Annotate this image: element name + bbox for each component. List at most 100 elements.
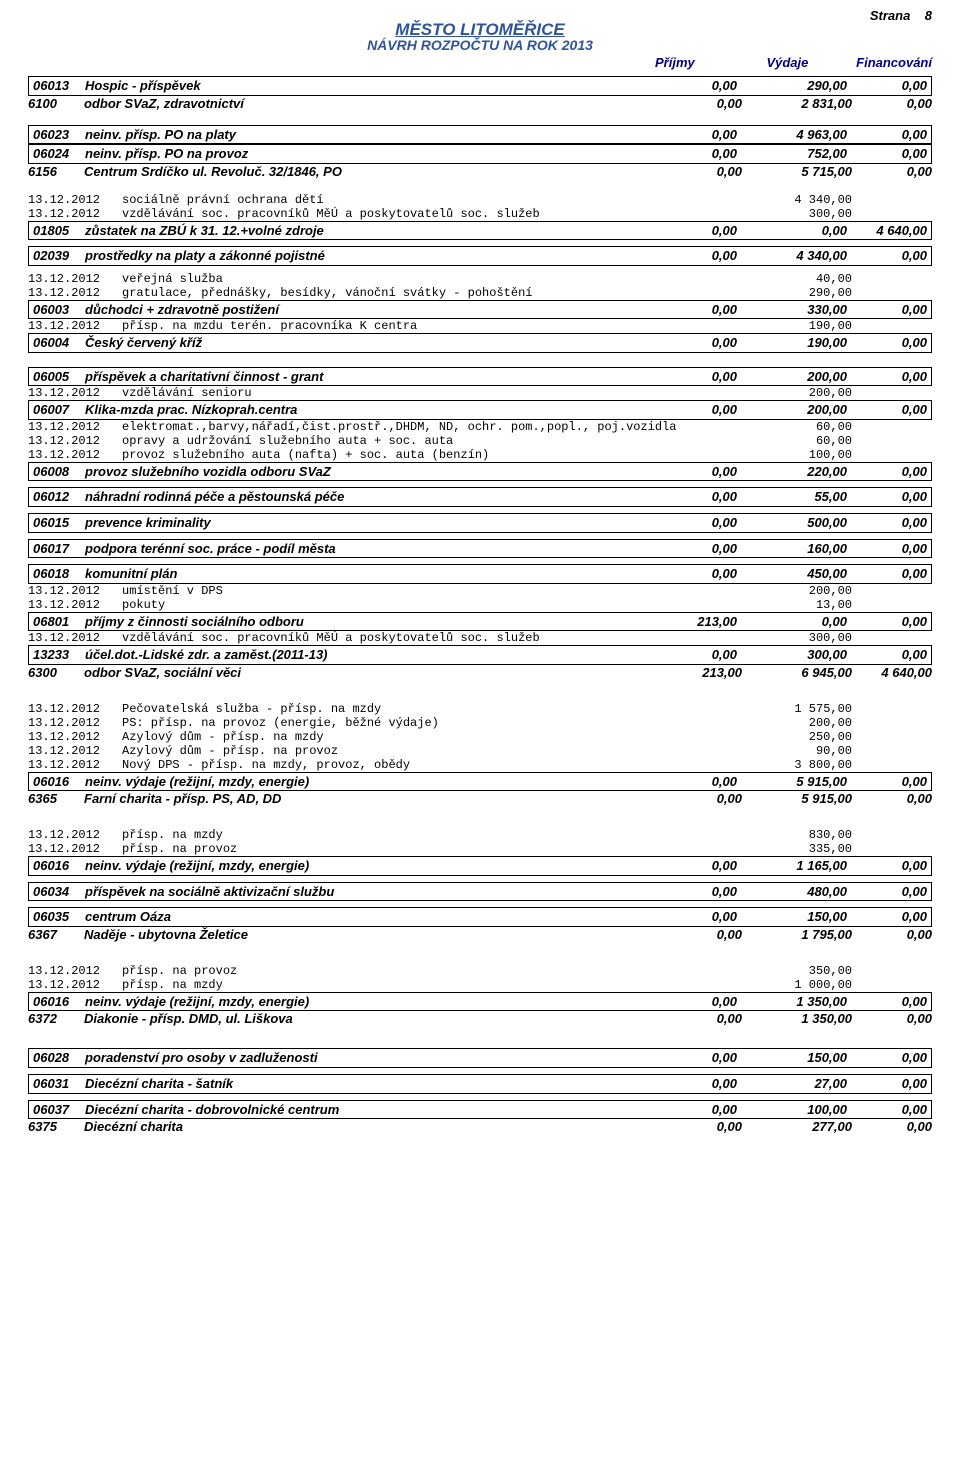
- note-date: 13.12.2012: [28, 386, 122, 400]
- note-date: 13.12.2012: [28, 828, 122, 842]
- v-prijmy: 0,00: [627, 77, 737, 95]
- note-date: 13.12.2012: [28, 584, 122, 598]
- note-text: přísp. na mzdu terén. pracovníka K centr…: [122, 319, 742, 333]
- v-prijmy: 0,00: [627, 334, 737, 352]
- budget-line-06034: 06034 příspěvek na sociálně aktivizační …: [28, 882, 932, 902]
- note-line: 13.12.2012 Azylový dům - přísp. na mzdy …: [28, 730, 932, 744]
- v-fin: 0,00: [852, 791, 932, 806]
- code: 06031: [33, 1075, 85, 1093]
- v-fin: 0,00: [847, 334, 927, 352]
- code: 6156: [28, 164, 84, 179]
- note-date: 13.12.2012: [28, 964, 122, 978]
- v-vydaje: 480,00: [737, 883, 847, 901]
- budget-line-06801: 06801 příjmy z činnosti sociálního odbor…: [28, 612, 932, 632]
- v-vydaje: 0,00: [737, 222, 847, 240]
- v-vydaje: 752,00: [737, 145, 847, 163]
- note-line: 13.12.2012 pokuty 13,00: [28, 598, 932, 612]
- note-val: 290,00: [742, 286, 852, 300]
- v-fin: 0,00: [847, 77, 927, 95]
- budget-line-06016b: 06016 neinv. výdaje (režijní, mzdy, ener…: [28, 856, 932, 876]
- v-fin: 4 640,00: [847, 222, 927, 240]
- v-vydaje: 200,00: [737, 401, 847, 419]
- note-line: 13.12.2012 veřejná služba 40,00: [28, 272, 932, 286]
- label: Český červený kříž: [85, 334, 627, 352]
- code: 02039: [33, 247, 85, 265]
- note-val: 300,00: [742, 207, 852, 221]
- note-date: 13.12.2012: [28, 842, 122, 856]
- code: 6365: [28, 791, 84, 806]
- budget-line-06008: 06008 provoz služebního vozidla odboru S…: [28, 462, 932, 482]
- v-prijmy: 0,00: [627, 1049, 737, 1067]
- budget-line-06003: 06003 důchodci + zdravotně postižení 0,0…: [28, 300, 932, 320]
- v-vydaje: 150,00: [737, 1049, 847, 1067]
- note-val: 3 800,00: [742, 758, 852, 772]
- note-date: 13.12.2012: [28, 758, 122, 772]
- note-val: 250,00: [742, 730, 852, 744]
- v-vydaje: 100,00: [737, 1101, 847, 1119]
- v-vydaje: 6 945,00: [742, 665, 852, 680]
- note-text: přísp. na provoz: [122, 842, 742, 856]
- code: 06018: [33, 565, 85, 583]
- v-vydaje: 2 831,00: [742, 96, 852, 111]
- v-vydaje: 190,00: [737, 334, 847, 352]
- note-val: 335,00: [742, 842, 852, 856]
- label: příspěvek na sociálně aktivizační službu: [85, 883, 627, 901]
- section-total-6375: 6375 Diecézní charita 0,00 277,00 0,00: [28, 1119, 932, 1134]
- note-text: PS: přísp. na provoz (energie, běžné výd…: [122, 716, 742, 730]
- v-prijmy: 0,00: [627, 488, 737, 506]
- budget-line-06031: 06031 Diecézní charita - šatník 0,00 27,…: [28, 1074, 932, 1094]
- note-date: 13.12.2012: [28, 193, 122, 207]
- note-text: provoz služebního auta (nafta) + soc. au…: [122, 448, 742, 462]
- note-line: 13.12.2012 PS: přísp. na provoz (energie…: [28, 716, 932, 730]
- v-fin: 0,00: [852, 164, 932, 179]
- note-line: 13.12.2012 gratulace, přednášky, besídky…: [28, 286, 932, 300]
- v-vydaje: 0,00: [737, 613, 847, 631]
- note-val: 200,00: [742, 716, 852, 730]
- v-prijmy: 0,00: [627, 145, 737, 163]
- label: provoz služebního vozidla odboru SVaZ: [85, 463, 627, 481]
- code: 06024: [33, 145, 85, 163]
- col-prijmy: Příjmy: [555, 55, 695, 70]
- note-line: 13.12.2012 umístění v DPS 200,00: [28, 584, 932, 598]
- v-fin: 0,00: [847, 565, 927, 583]
- v-vydaje: 290,00: [737, 77, 847, 95]
- code: 6375: [28, 1119, 84, 1134]
- note-val: 1 000,00: [742, 978, 852, 992]
- note-date: 13.12.2012: [28, 744, 122, 758]
- label: Naděje - ubytovna Želetice: [84, 927, 632, 942]
- v-vydaje: 300,00: [737, 646, 847, 664]
- code: 01805: [33, 222, 85, 240]
- label: neinv. výdaje (režijní, mzdy, energie): [85, 773, 627, 791]
- label: neinv. výdaje (režijní, mzdy, energie): [85, 993, 627, 1011]
- v-prijmy: 213,00: [632, 665, 742, 680]
- code: 06034: [33, 883, 85, 901]
- note-val: 90,00: [742, 744, 852, 758]
- v-vydaje: 5 915,00: [737, 773, 847, 791]
- v-vydaje: 1 165,00: [737, 857, 847, 875]
- v-fin: 0,00: [847, 908, 927, 926]
- budget-line-06013: 06013 Hospic - příspěvek 0,00 290,00 0,0…: [28, 76, 932, 96]
- label: podpora terénní soc. práce - podíl města: [85, 540, 627, 558]
- note-val: 300,00: [742, 631, 852, 645]
- code: 06007: [33, 401, 85, 419]
- budget-line-01805: 01805 zůstatek na ZBÚ k 31. 12.+volné zd…: [28, 221, 932, 241]
- budget-line-06024: 06024 neinv. přísp. PO na provoz 0,00 75…: [28, 144, 932, 164]
- v-fin: 0,00: [847, 145, 927, 163]
- note-val: 40,00: [742, 272, 852, 286]
- code: 13233: [33, 646, 85, 664]
- label: Diecézní charita - dobrovolnické centrum: [85, 1101, 627, 1119]
- v-vydaje: 1 795,00: [742, 927, 852, 942]
- v-prijmy: 0,00: [627, 857, 737, 875]
- label: neinv. výdaje (režijní, mzdy, energie): [85, 857, 627, 875]
- v-vydaje: 1 350,00: [742, 1011, 852, 1026]
- v-fin: 0,00: [852, 1011, 932, 1026]
- v-prijmy: 0,00: [627, 247, 737, 265]
- code: 06016: [33, 773, 85, 791]
- note-date: 13.12.2012: [28, 420, 122, 434]
- note-text: veřejná služba: [122, 272, 742, 286]
- note-val: 13,00: [632, 598, 852, 612]
- label: prostředky na platy a zákonné pojistné: [85, 247, 627, 265]
- note-text: vzdělávání soc. pracovníků MěÚ a poskyto…: [122, 207, 742, 221]
- strana-num: 8: [925, 8, 932, 23]
- note-date: 13.12.2012: [28, 716, 122, 730]
